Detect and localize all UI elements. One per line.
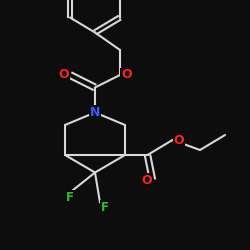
Text: O: O xyxy=(174,134,184,146)
Text: O: O xyxy=(141,174,152,186)
Text: O: O xyxy=(58,68,69,82)
Text: O: O xyxy=(121,68,132,82)
Text: F: F xyxy=(101,201,109,214)
Text: F: F xyxy=(66,191,74,204)
Text: N: N xyxy=(90,106,100,119)
